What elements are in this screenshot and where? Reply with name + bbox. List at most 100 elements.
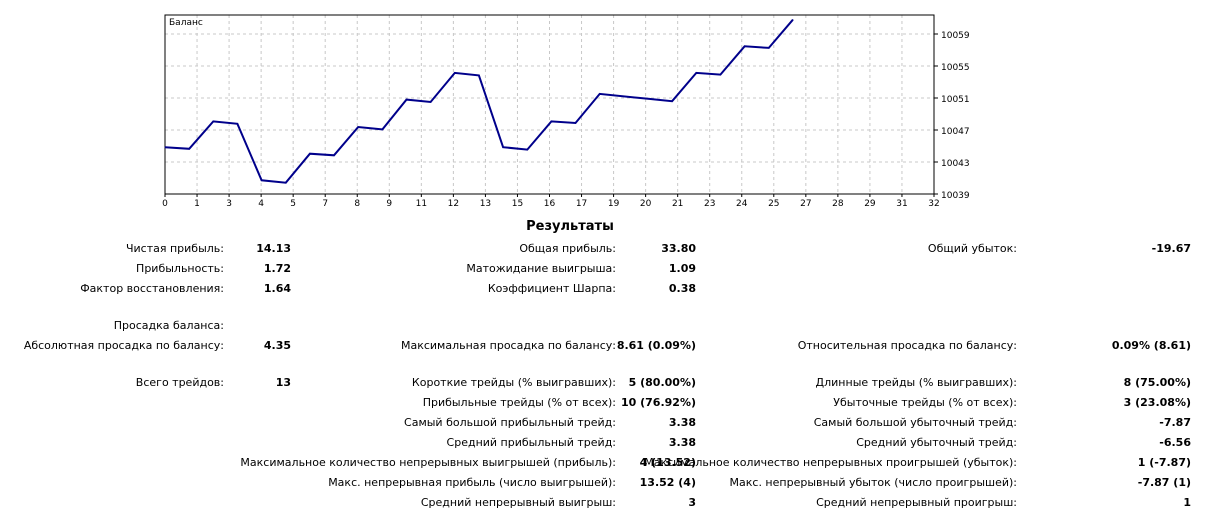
result-value: 13.52 (4) <box>639 476 696 489</box>
x-axis: 0 1 3 4 5 7 8 9 11 12 13 15 16 17 19 20 21 23 24 25 27 28 29 31… <box>162 194 940 209</box>
x-tick-label: 20 <box>640 199 652 209</box>
result-label: Коэффициент Шарпа: <box>487 282 616 295</box>
result-value: 3.38 <box>668 416 696 429</box>
result-row: Абсолютная просадка по балансу: 4.35 Макси… <box>0 338 1213 354</box>
result-value: -7.87 <box>1159 416 1191 429</box>
result-label: Убыточные трейды (% от всех): <box>833 396 1017 409</box>
balance-point <box>454 72 456 74</box>
result-value: -19.67 <box>1151 242 1191 255</box>
result-label: Общий убыток: <box>927 242 1017 255</box>
results-title: Результаты <box>526 219 614 234</box>
x-tick-label: 19 <box>608 199 620 209</box>
balance-point <box>164 146 166 148</box>
x-tick-label: 11 <box>416 199 427 209</box>
balance-point <box>502 146 504 148</box>
x-tick-label: 13 <box>480 199 491 209</box>
result-label: Средний убыточный трейд: <box>856 436 1017 449</box>
result-value: 1.09 <box>668 262 696 275</box>
x-tick-label: 25 <box>768 199 779 209</box>
balance-point <box>599 93 601 95</box>
balance-point <box>261 179 263 181</box>
balance-point <box>212 120 214 122</box>
result-label: Чистая прибыль: <box>125 242 224 255</box>
result-label: Всего трейдов: <box>135 376 224 389</box>
result-row: Просадка баланса: <box>0 318 1213 334</box>
result-value: 3 <box>688 496 696 509</box>
result-value: -6.56 <box>1159 436 1191 449</box>
result-label: Фактор восстановления: <box>80 282 224 295</box>
y-tick-label: 10051 <box>941 95 970 105</box>
balance-point <box>381 128 383 130</box>
x-tick-label: 1 <box>194 199 200 209</box>
x-tick-label: 21 <box>672 199 683 209</box>
balance-point <box>236 123 238 125</box>
result-row: Прибыльные трейды (% от всех): 10 (76.92%… <box>0 395 1213 411</box>
y-tick-label: 10039 <box>941 191 970 201</box>
balance-point <box>406 99 407 101</box>
result-row: Чистая прибыль: 14.13 Общая прибыль: 33.80 О… <box>0 241 1213 257</box>
result-value: 10 (76.92%) <box>620 396 696 409</box>
result-label: Максимальное количество непрерывных выиг… <box>240 456 616 469</box>
x-tick-label: 27 <box>800 199 811 209</box>
x-tick-label: 15 <box>512 199 523 209</box>
result-row: Максимальное количество непрерывных выиг… <box>0 455 1213 471</box>
x-tick-label: 5 <box>290 199 296 209</box>
y-axis: 10059 10055 10051 10047 10043 10039 <box>934 31 970 201</box>
result-value: 1.72 <box>263 262 291 275</box>
x-tick-label: 31 <box>896 199 907 209</box>
result-value: 14.13 <box>256 242 291 255</box>
result-label: Средний непрерывный проигрыш: <box>816 496 1017 509</box>
chart-grid <box>165 15 934 194</box>
x-tick-label: 16 <box>544 199 556 209</box>
balance-point <box>526 149 528 151</box>
result-label: Длинные трейды (% выигравших): <box>815 376 1017 389</box>
x-tick-label: 9 <box>386 199 392 209</box>
result-value: 33.80 <box>661 242 696 255</box>
result-value: 1 (-7.87) <box>1137 456 1191 469</box>
result-label: Просадка баланса: <box>113 319 224 332</box>
result-label: Матожидание выигрыша: <box>466 262 616 275</box>
balance-point <box>357 126 359 128</box>
result-label: Максимальное количество непрерывных прои… <box>644 456 1017 469</box>
balance-point <box>575 122 576 124</box>
result-label: Относительная просадка по балансу: <box>797 339 1017 352</box>
x-tick-label: 28 <box>832 199 844 209</box>
x-tick-label: 8 <box>354 199 360 209</box>
balance-point <box>333 154 335 156</box>
result-label: Максимальная просадка по балансу: <box>400 339 616 352</box>
result-label: Общая прибыль: <box>519 242 616 255</box>
result-row: Всего трейдов: 13 Короткие трейды (% выигр… <box>0 375 1213 391</box>
result-row: Самый большой прибыльный трейд: 3.38 Самый… <box>0 415 1213 431</box>
result-label: Средний прибыльный трейд: <box>446 436 616 449</box>
balance-point <box>744 45 746 47</box>
x-tick-label: 17 <box>576 199 587 209</box>
balance-point <box>792 19 794 21</box>
result-label: Макс. непрерывный убыток (число проигрыш… <box>729 476 1017 489</box>
result-label: Средний непрерывный выигрыш: <box>420 496 616 509</box>
result-label: Абсолютная просадка по балансу: <box>23 339 224 352</box>
result-value: 1 <box>1183 496 1191 509</box>
x-tick-label: 12 <box>448 199 459 209</box>
result-label: Макс. непрерывная прибыль (число выигрыш… <box>328 476 616 489</box>
result-value: 0.38 <box>668 282 696 295</box>
balance-point <box>285 182 287 184</box>
balance-point <box>550 120 552 122</box>
result-row: Прибыльность: 1.72 Матожидание выигрыша: 1.… <box>0 261 1213 277</box>
result-label: Самый большой убыточный трейд: <box>813 416 1017 429</box>
y-tick-label: 10047 <box>941 127 970 137</box>
result-value: 8.61 (0.09%) <box>616 339 696 352</box>
result-value: 13 <box>275 376 291 389</box>
result-value: 3 (23.08%) <box>1123 396 1191 409</box>
balance-chart: Баланс 0 1 3 4 5 7 8 9 11 12 13 15 16 17 19 20 21 23 24 25 2… <box>162 14 970 209</box>
result-row: Средний прибыльный трейд: 3.38 Средний убы… <box>0 435 1213 451</box>
balance-point <box>309 153 311 155</box>
x-tick-label: 4 <box>258 199 264 209</box>
result-value: 4 (13.52) <box>639 456 696 469</box>
y-tick-label: 10043 <box>941 159 970 169</box>
balance-point <box>695 72 697 74</box>
y-tick-label: 10055 <box>941 63 970 73</box>
x-tick-label: 23 <box>704 199 715 209</box>
result-label: Прибыльность: <box>136 262 224 275</box>
result-value: 5 (80.00%) <box>628 376 696 389</box>
balance-point <box>647 98 649 100</box>
